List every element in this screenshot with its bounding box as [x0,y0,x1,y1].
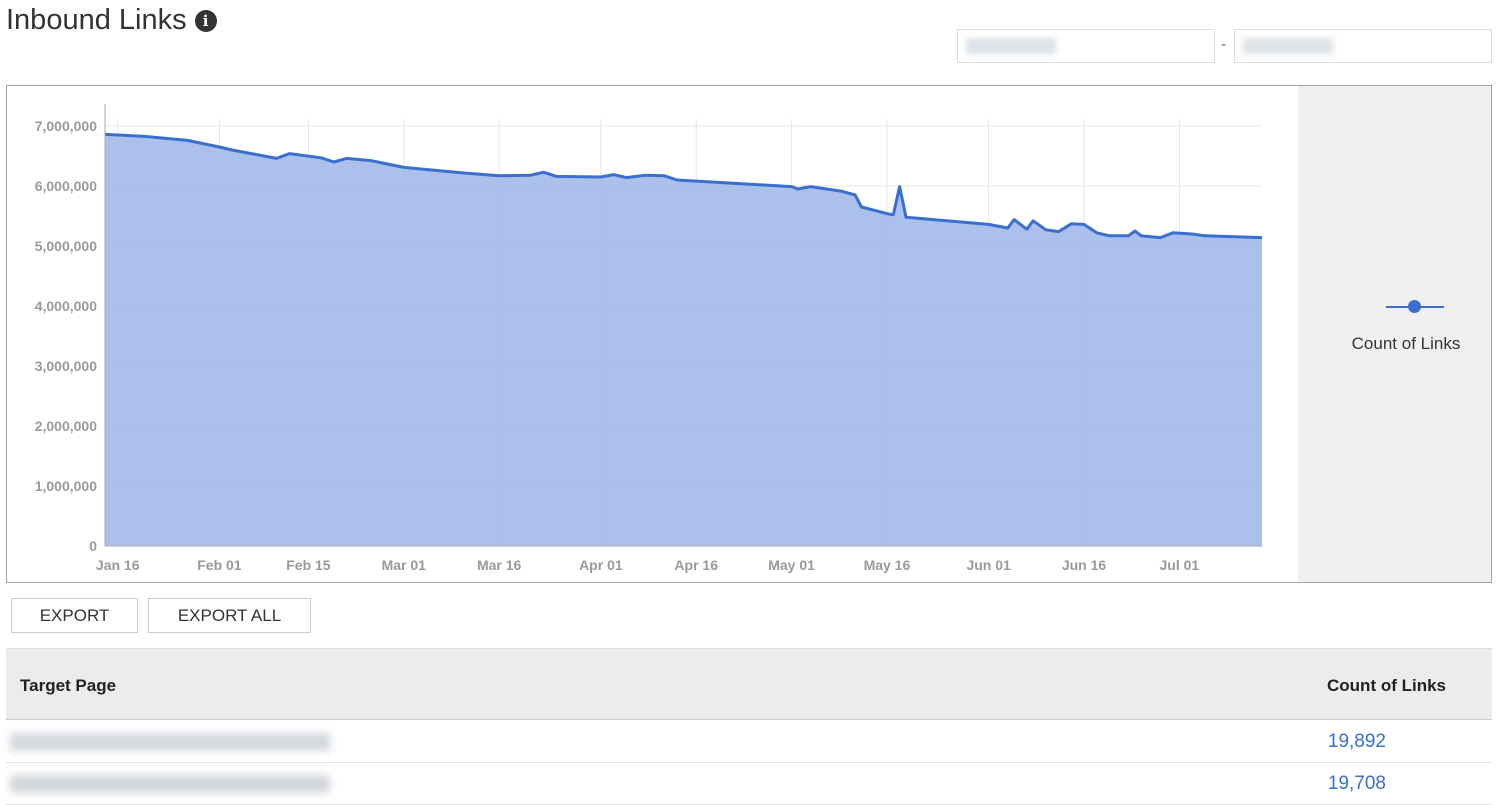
y-tick-label: 4,000,000 [35,298,97,314]
page-title: Inbound Links i [6,4,217,37]
y-tick-label: 6,000,000 [35,178,97,194]
x-tick-label: May 16 [864,557,911,573]
redacted-url[interactable] [10,775,330,793]
x-tick-label: May 01 [768,557,815,573]
count-link[interactable]: 19,708 [1327,773,1386,794]
area-chart: 0 1,000,000 2,000,000 3,000,000 4,000,000 5,0… [35,104,1263,573]
series-area [105,134,1262,546]
x-tick-label: Jan 16 [96,557,140,573]
x-tick-label: Feb 15 [286,557,331,573]
count-link[interactable]: 19,892 [1327,731,1386,752]
x-tick-label: Mar 01 [382,557,427,573]
y-tick-label: 5,000,000 [35,238,97,254]
title-text: Inbound Links [6,4,187,36]
legend-label[interactable]: Count of Links [1351,334,1461,353]
x-tick-label: Mar 16 [477,557,522,573]
y-tick-label: 3,000,000 [35,358,97,374]
chart-container: 0 1,000,000 2,000,000 3,000,000 4,000,000 5,0… [6,85,1492,583]
export-button[interactable]: EXPORT [11,598,138,633]
y-tick-label: 0 [89,538,97,554]
x-tick-label: Feb 01 [197,557,242,573]
chart-legend: Count of Links [1298,86,1491,582]
x-tick-label: Apr 01 [579,557,623,573]
date-separator: - [1221,36,1227,53]
x-tick-label: Jun 01 [966,557,1011,573]
table-row: 19,708 [6,763,1492,805]
redacted-date [1243,38,1333,54]
column-target-page[interactable]: Target Page [20,676,117,695]
end-date-input[interactable] [1234,29,1492,63]
table-header: Target Page Count of Links [6,648,1492,720]
x-tick-label: Apr 16 [674,557,718,573]
legend-dot-icon [1408,300,1421,313]
y-tick-label: 2,000,000 [35,418,97,434]
x-tick-label: Jun 16 [1062,557,1107,573]
y-tick-label: 1,000,000 [35,478,97,494]
column-count-of-links[interactable]: Count of Links [1327,676,1446,695]
export-all-button[interactable]: EXPORT ALL [148,598,311,633]
x-tick-label: Jul 01 [1160,557,1200,573]
start-date-input[interactable] [957,29,1215,63]
redacted-url[interactable] [10,733,330,751]
series-line [104,132,1263,240]
table-row: 19,892 [6,721,1492,763]
info-icon[interactable]: i [194,9,217,32]
redacted-date [966,38,1056,54]
y-tick-label: 7,000,000 [35,118,97,134]
